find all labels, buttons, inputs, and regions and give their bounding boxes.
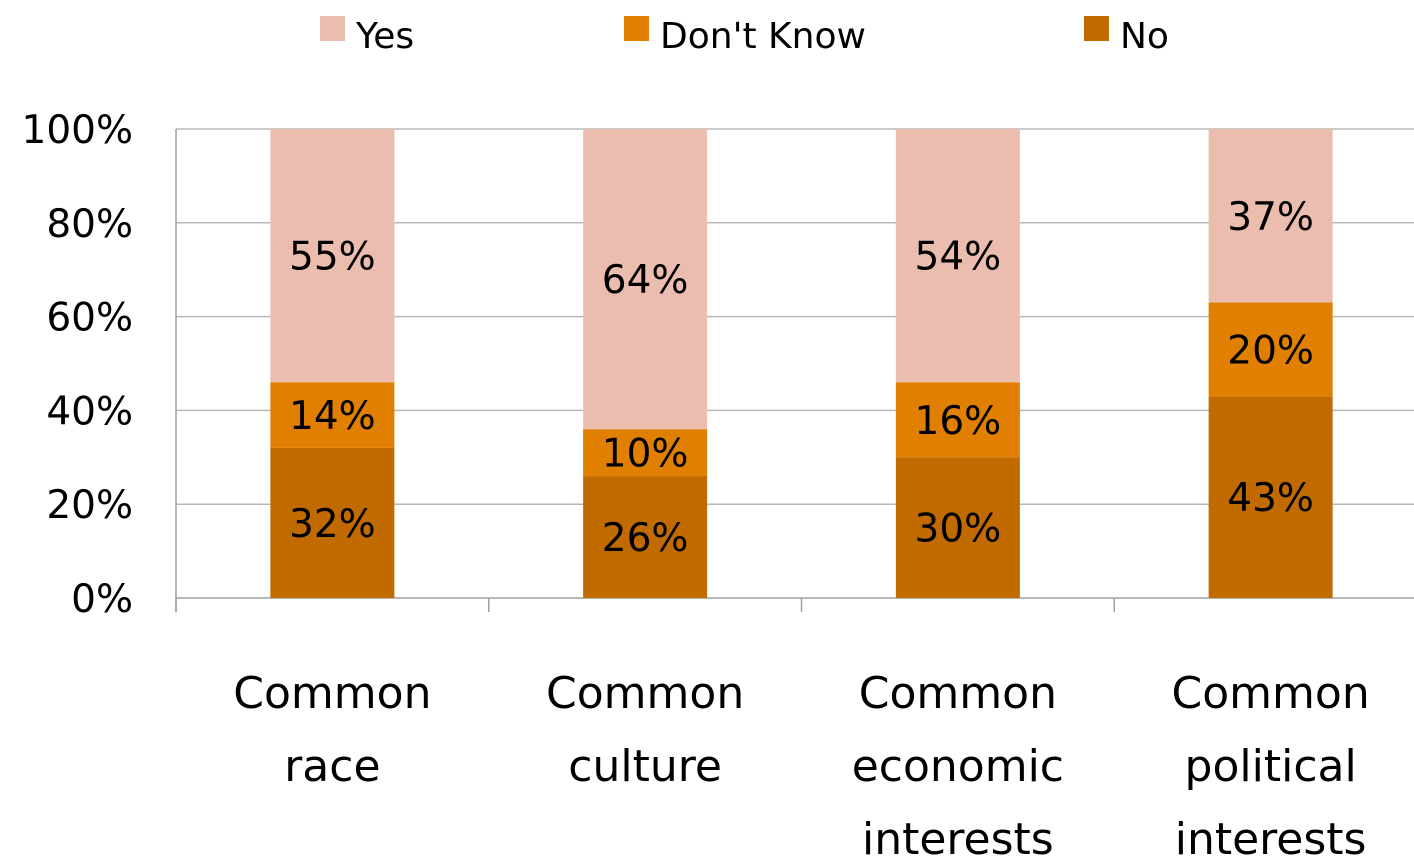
legend-swatch-don-t-know — [624, 16, 649, 41]
legend-label: Yes — [355, 16, 414, 57]
bar-segment-yes — [895, 129, 1020, 383]
data-label: 64% — [602, 258, 689, 303]
bar-segment-don-t-know — [270, 382, 395, 448]
data-label: 54% — [915, 235, 1002, 280]
category-label: political — [1185, 741, 1357, 792]
data-label: 43% — [1227, 476, 1314, 521]
y-tick-label: 60% — [46, 296, 133, 341]
category-label: interests — [1175, 814, 1367, 858]
category-label: Common — [546, 668, 744, 719]
data-label: 20% — [1227, 328, 1314, 373]
category-label: race — [284, 741, 380, 792]
category-label: culture — [568, 741, 722, 792]
y-tick-label: 40% — [46, 389, 133, 434]
bar-segment-don-t-know — [1208, 302, 1333, 397]
data-label: 37% — [1227, 195, 1314, 240]
category-label: Common — [1172, 668, 1370, 719]
data-label: 32% — [289, 502, 376, 547]
data-label: 26% — [602, 516, 689, 561]
bar-segment-yes — [583, 129, 708, 430]
data-label: 10% — [602, 432, 689, 477]
bar-segment-yes — [270, 129, 395, 383]
bar-segment-no — [583, 476, 708, 598]
category-label: interests — [862, 814, 1054, 858]
y-tick-label: 80% — [46, 202, 133, 247]
category-label: Common — [859, 668, 1057, 719]
bar-segment-no — [270, 447, 395, 598]
bar-segment-no — [1208, 396, 1333, 598]
y-tick-label: 100% — [22, 108, 134, 153]
legend-swatch-yes — [320, 16, 345, 41]
bar-segment-don-t-know — [583, 429, 708, 477]
legend-swatch-no — [1084, 16, 1109, 41]
data-label: 16% — [915, 399, 1002, 444]
data-label: 55% — [289, 235, 376, 280]
y-tick-label: 0% — [71, 577, 133, 622]
bar-segment-don-t-know — [895, 382, 1020, 458]
bar-segment-yes — [1208, 129, 1333, 303]
y-tick-label: 20% — [46, 483, 133, 528]
legend-label: No — [1120, 16, 1169, 57]
data-label: 30% — [915, 507, 1002, 552]
bar-segment-no — [895, 457, 1020, 598]
category-label: Common — [233, 668, 431, 719]
legend-label: Don't Know — [660, 16, 866, 57]
data-label: 14% — [289, 394, 376, 439]
category-label: economic — [852, 741, 1064, 792]
